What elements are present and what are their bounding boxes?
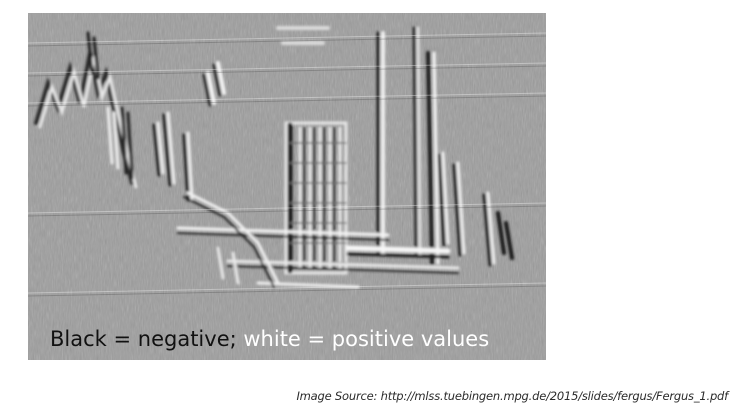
figure-caption: Black = negative; white = positive value… [50, 329, 489, 350]
caption-positive: white = positive values [243, 327, 490, 351]
filtered-city-skyline [28, 13, 546, 360]
edge-filter-image: Black = negative; white = positive value… [28, 13, 546, 360]
image-source-credit: Image Source: http://mlss.tuebingen.mpg.… [296, 389, 728, 403]
caption-negative: Black = negative; [50, 327, 237, 351]
